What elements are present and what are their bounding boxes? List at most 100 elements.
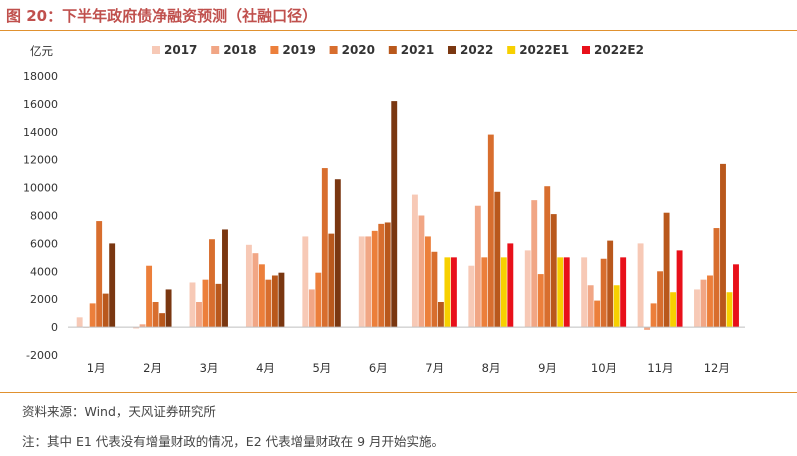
legend-swatch-2022E1 — [507, 46, 516, 54]
bar-2019 — [315, 272, 322, 328]
bar-2021 — [215, 283, 222, 328]
chart-area: 亿元 -2000 0 2000 4000 6000 8000 10000 12000 14000 1… — [0, 31, 797, 391]
x-tick-label: 10月 — [591, 361, 617, 375]
bar-2021 — [328, 233, 335, 328]
bar-2018 — [196, 301, 202, 328]
bar-2022E2 — [507, 243, 514, 328]
y-tick-label: 2000 — [30, 293, 58, 306]
bar-2019 — [537, 274, 544, 328]
y-tick-label: 0 — [51, 321, 58, 334]
bar-2019 — [89, 303, 96, 328]
bar-2021 — [607, 240, 614, 328]
x-tick-label: 1月 — [87, 361, 106, 375]
legend-swatch-2018 — [211, 46, 220, 54]
y-tick-label: 8000 — [30, 210, 58, 223]
legend-label-2022E1: 2022E1 — [519, 43, 569, 57]
bar-2022 — [222, 229, 228, 328]
bottom-rule — [0, 392, 797, 393]
bar-2020 — [431, 251, 438, 328]
bar-2020 — [209, 239, 215, 328]
bar-2018 — [139, 324, 146, 328]
legend-label-2018: 2018 — [223, 43, 256, 57]
bar-2020 — [265, 279, 272, 328]
bar-2020 — [152, 301, 159, 328]
bar-2022E1 — [500, 257, 507, 328]
bar-2020 — [544, 186, 551, 328]
x-tick-label: 9月 — [538, 361, 557, 375]
bar-2017 — [581, 257, 588, 328]
bar-2020 — [378, 223, 385, 328]
bar-2017 — [76, 317, 83, 328]
bar-2022E2 — [620, 257, 627, 328]
y-tick-label: 6000 — [30, 237, 58, 250]
legend-label-2022E2: 2022E2 — [594, 43, 644, 57]
bar-2021 — [550, 214, 557, 328]
x-tick-label: 4月 — [256, 361, 275, 375]
bar-2020 — [600, 258, 607, 328]
bar-2021 — [663, 212, 670, 328]
y-tick-label: 14000 — [23, 126, 58, 139]
bar-2022 — [334, 179, 341, 328]
bar-2017 — [302, 236, 309, 328]
y-tick-label: -2000 — [26, 349, 58, 362]
legend-label-2022: 2022 — [460, 43, 493, 57]
bar-2020 — [657, 271, 664, 328]
x-tick-label: 8月 — [482, 361, 501, 375]
bar-2017 — [245, 244, 252, 328]
bar-2022E1 — [557, 257, 564, 328]
legend-swatch-2020 — [329, 46, 338, 54]
bar-2019 — [371, 230, 378, 328]
bar-2022E1 — [613, 285, 620, 328]
x-tick-label: 7月 — [425, 361, 444, 375]
bar-2019 — [650, 303, 657, 328]
bar-2018 — [587, 285, 594, 328]
bar-2021 — [271, 275, 278, 328]
bar-2018 — [531, 200, 538, 328]
x-tick-label: 11月 — [647, 361, 673, 375]
bar-2018 — [474, 205, 481, 328]
bar-2018 — [418, 215, 425, 328]
y-tick-label: 18000 — [23, 70, 58, 83]
bar-2021 — [437, 301, 444, 328]
bar-2022E2 — [450, 257, 457, 328]
bar-2018 — [308, 289, 315, 328]
legend-swatch-2022 — [448, 46, 456, 54]
bar-2018 — [252, 253, 259, 328]
bar-2019 — [202, 279, 209, 328]
bar-2019 — [146, 265, 153, 328]
legend-swatch-2022E2 — [582, 46, 590, 54]
y-tick-label: 12000 — [23, 154, 58, 167]
figure-header: 图 20：下半年政府债净融资预测（社融口径） — [0, 0, 797, 31]
bar-2018 — [700, 279, 707, 328]
bar-2022E2 — [563, 257, 570, 328]
bar-chart: 亿元 -2000 0 2000 4000 6000 8000 10000 12000 14000 1… — [23, 43, 745, 375]
bar-2022 — [391, 101, 398, 328]
x-tick-label: 2月 — [143, 361, 162, 375]
y-tick-label: 4000 — [30, 265, 58, 278]
bar-2021 — [384, 222, 391, 328]
x-tick-label: 3月 — [200, 361, 219, 375]
x-tick-label: 6月 — [369, 361, 388, 375]
legend-label-2021: 2021 — [401, 43, 434, 57]
bar-2021 — [159, 313, 166, 328]
bar-2022 — [278, 272, 285, 328]
bar-2022E1 — [726, 292, 733, 328]
footnote-text: 注：其中 E1 代表没有增量财政的情况，E2 代表增量财政在 9 月开始实施。 — [22, 434, 445, 449]
bar-2019 — [707, 275, 713, 328]
bar-2021 — [494, 191, 501, 328]
bar-2019 — [594, 300, 601, 328]
bar-2018 — [365, 236, 372, 328]
title-rule — [0, 30, 797, 31]
legend-label-2019: 2019 — [282, 43, 315, 57]
bar-2018 — [644, 327, 651, 330]
bar-2017 — [411, 194, 418, 328]
bar-2022E2 — [676, 250, 683, 328]
figure-title: 图 20：下半年政府债净融资预测（社融口径） — [6, 7, 318, 25]
bar-2022E1 — [444, 257, 451, 328]
bar-2017 — [133, 327, 140, 329]
bar-2021 — [720, 163, 726, 328]
legend-label-2020: 2020 — [342, 43, 375, 57]
bar-2020 — [321, 168, 328, 328]
bar-2017 — [637, 243, 644, 328]
bar-2022 — [165, 289, 172, 328]
